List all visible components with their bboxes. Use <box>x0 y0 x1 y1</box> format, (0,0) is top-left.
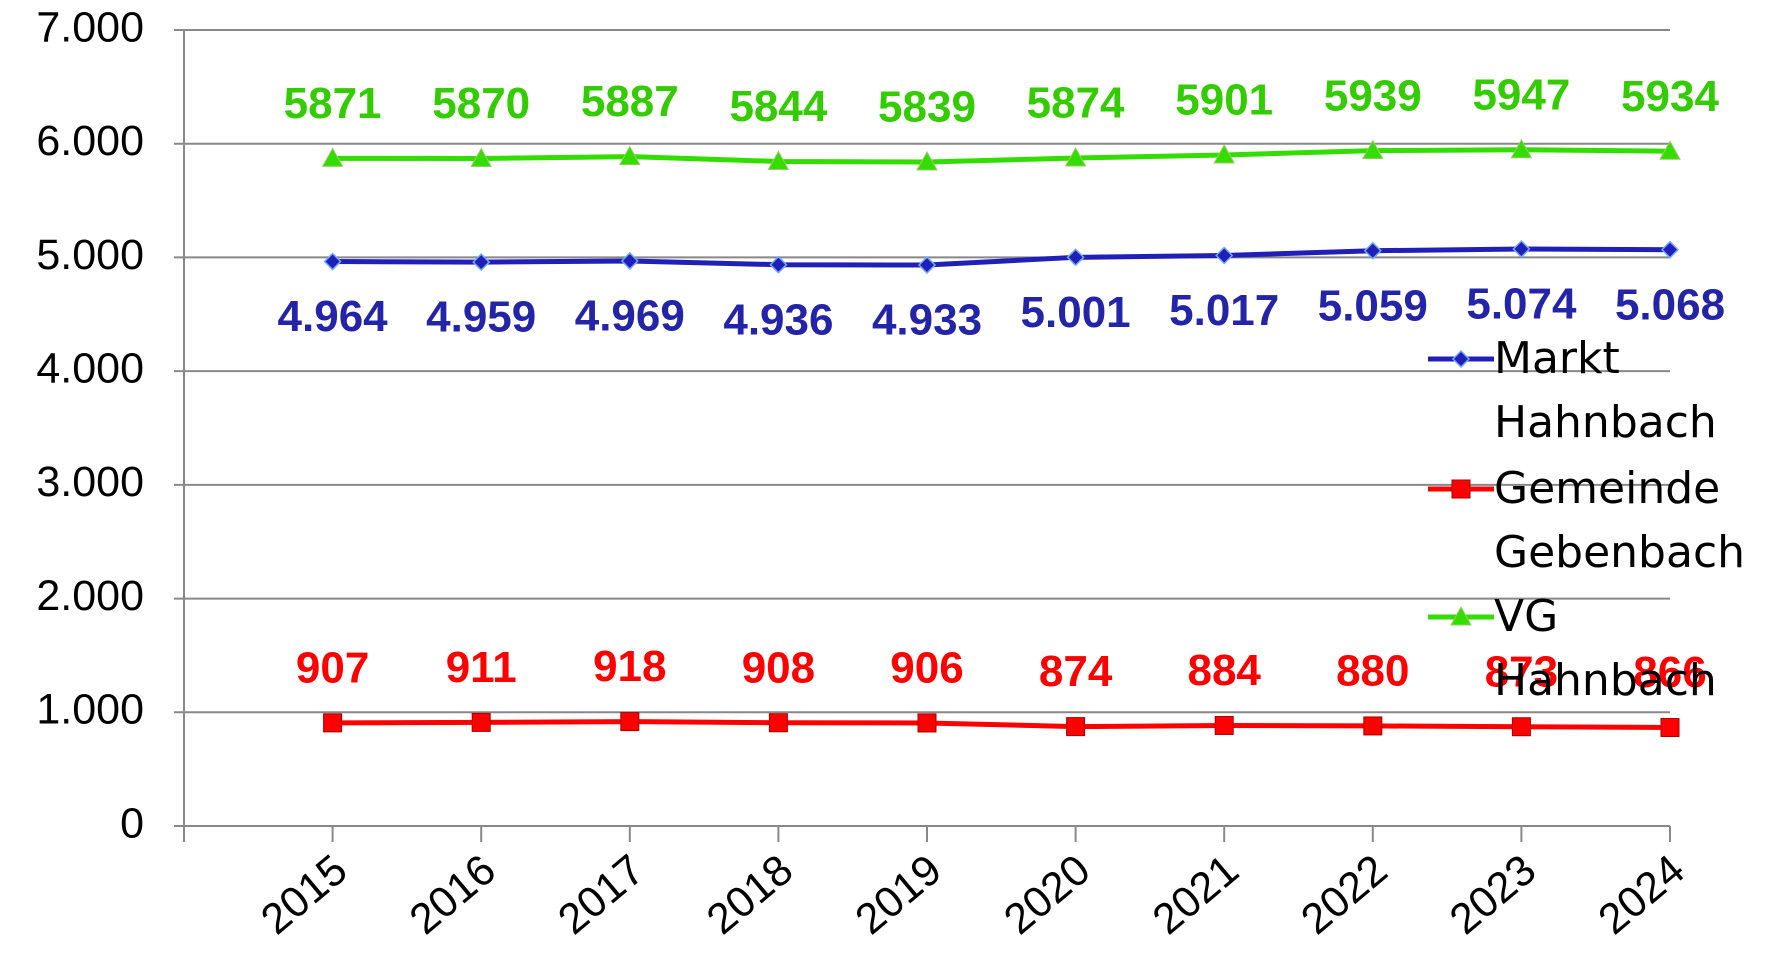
legend-label: Gemeinde Gebenbach <box>1494 463 1746 578</box>
data-point <box>1512 239 1531 259</box>
x-tick-label: 2016 <box>401 846 505 944</box>
y-tick-label: 2.000 <box>36 572 144 620</box>
data-label: 907 <box>296 643 369 692</box>
data-point <box>618 145 641 166</box>
data-label: 5947 <box>1472 70 1570 119</box>
data-label: 4.964 <box>278 292 389 341</box>
data-point <box>620 712 640 732</box>
data-label: 880 <box>1336 647 1409 696</box>
data-point <box>917 713 937 733</box>
data-label: 918 <box>593 642 666 691</box>
y-tick-label: 7.000 <box>36 3 144 51</box>
data-label: 884 <box>1187 646 1261 695</box>
data-label: 906 <box>890 644 963 693</box>
data-label: 5.068 <box>1615 280 1725 329</box>
data-point <box>1214 715 1234 735</box>
data-label: 5934 <box>1621 72 1719 121</box>
x-tick-label: 2019 <box>847 846 951 944</box>
data-point <box>1066 717 1086 737</box>
x-tick-label: 2018 <box>698 846 802 944</box>
data-point <box>1659 140 1681 160</box>
data-label: 908 <box>742 643 815 692</box>
series-line <box>332 147 1671 165</box>
legend-entry: Gemeinde Gebenbach <box>1494 463 1746 578</box>
x-tick-label: 2017 <box>549 846 653 944</box>
legend-marker <box>1451 479 1471 499</box>
data-label: 5874 <box>1027 79 1125 128</box>
data-label: 5839 <box>878 83 976 132</box>
y-tick-label: 6.000 <box>36 117 144 165</box>
data-point <box>769 255 788 274</box>
x-tick-label: 2020 <box>995 846 1099 944</box>
data-point <box>1511 717 1531 737</box>
data-point <box>768 713 788 733</box>
data-point <box>1363 716 1383 736</box>
data-point <box>472 253 491 272</box>
data-point <box>471 712 491 732</box>
x-tick-label: 2015 <box>252 846 356 944</box>
x-tick-label: 2021 <box>1144 846 1248 944</box>
data-point <box>767 150 790 170</box>
legend-marker <box>1451 349 1471 369</box>
data-point <box>916 150 938 171</box>
x-tick-label: 2024 <box>1590 846 1694 944</box>
data-label: 5.017 <box>1169 286 1279 335</box>
y-tick-label: 3.000 <box>36 458 144 506</box>
data-point <box>323 252 342 271</box>
data-label: 4.959 <box>426 293 536 342</box>
data-point <box>470 147 493 167</box>
x-tick-label: 2023 <box>1441 846 1545 944</box>
legend-label: VG Hahnbach <box>1494 591 1717 706</box>
data-label: 5871 <box>284 79 382 128</box>
y-tick-label: 0 <box>120 799 144 847</box>
data-label: 5.074 <box>1466 280 1577 329</box>
data-label: 5887 <box>581 77 679 126</box>
legend-entry: Markt Hahnbach <box>1494 333 1717 448</box>
y-tick-label: 4.000 <box>36 345 144 393</box>
data-label: 4.933 <box>872 296 982 345</box>
legend-entry: VG Hahnbach <box>1494 591 1717 706</box>
data-label: 866 <box>1633 648 1706 697</box>
data-point <box>1660 240 1680 259</box>
data-label: 4.969 <box>575 292 685 341</box>
data-label: 5.001 <box>1021 288 1131 337</box>
data-point <box>917 255 937 275</box>
series-line <box>332 719 1671 731</box>
series-line <box>332 246 1671 268</box>
data-label: 4.936 <box>723 295 833 344</box>
data-point <box>1361 139 1384 160</box>
data-point <box>323 713 343 733</box>
data-point <box>1510 138 1533 159</box>
legend-label: Markt Hahnbach <box>1494 333 1717 448</box>
data-label: 5844 <box>729 82 827 131</box>
data-label: 874 <box>1039 647 1113 696</box>
data-label: 911 <box>446 643 517 692</box>
y-tick-label: 1.000 <box>36 686 144 734</box>
data-label: 5939 <box>1324 71 1422 120</box>
data-label: 5.059 <box>1318 281 1428 330</box>
data-point <box>1660 718 1680 738</box>
data-point <box>620 251 639 271</box>
data-point <box>1215 246 1234 265</box>
x-tick-label: 2022 <box>1292 846 1396 944</box>
data-label: 873 <box>1485 647 1558 696</box>
data-point <box>1064 147 1087 167</box>
data-point <box>1363 241 1382 260</box>
y-tick-label: 5.000 <box>36 231 144 279</box>
legend-marker <box>1450 605 1472 626</box>
data-label: 5901 <box>1175 76 1273 125</box>
data-point <box>1066 248 1085 267</box>
data-point <box>1213 143 1236 164</box>
data-label: 5870 <box>432 79 530 128</box>
data-point <box>321 147 344 167</box>
